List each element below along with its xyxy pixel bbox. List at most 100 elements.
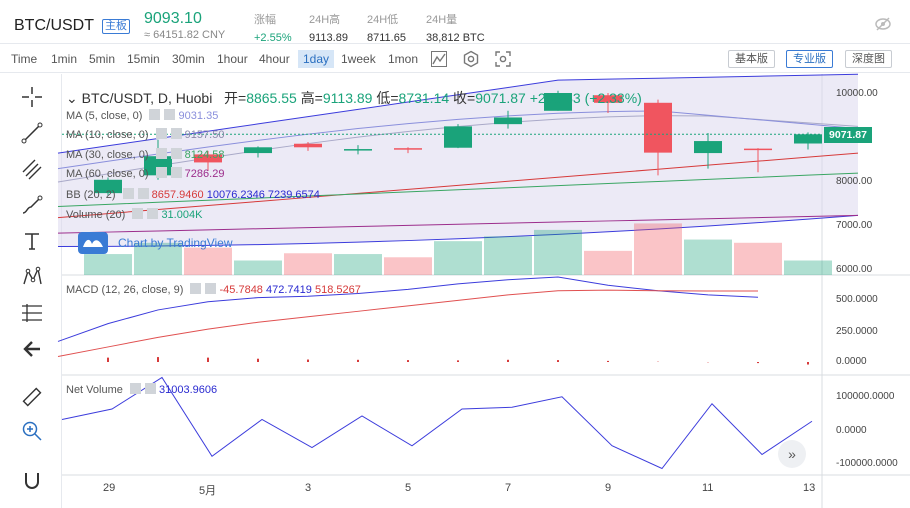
ma60-legend[interactable]: MA (60, close, 0) 7286.29 xyxy=(66,167,224,180)
text-icon[interactable] xyxy=(21,230,43,252)
open-value: 8865.55 xyxy=(246,90,297,106)
magnet-icon[interactable] xyxy=(21,470,43,492)
volume-bar xyxy=(434,241,482,275)
settings-icon[interactable] xyxy=(155,167,167,178)
ma10-legend[interactable]: MA (10, close, 0) 9157.50 xyxy=(66,128,224,141)
open-label: 开= xyxy=(224,90,247,106)
volume-legend[interactable]: Volume (20) 31.004K xyxy=(66,208,202,221)
ma30-legend[interactable]: MA (30, close, 0) 8124.58 xyxy=(66,148,224,161)
interval-1hour[interactable]: 1hour xyxy=(217,52,248,66)
view-pro-button[interactable]: 专业版 xyxy=(786,50,833,68)
interval-1mon[interactable]: 1mon xyxy=(388,52,419,66)
fib-channel-icon[interactable] xyxy=(21,158,43,180)
settings-icon[interactable] xyxy=(132,208,144,219)
ruler-icon[interactable] xyxy=(21,386,43,408)
view-basic-button[interactable]: 基本版 xyxy=(728,50,775,68)
close-icon[interactable] xyxy=(170,167,182,178)
crosshair-icon[interactable] xyxy=(21,86,43,108)
trend-line-icon[interactable] xyxy=(21,122,43,144)
volume-bar xyxy=(284,253,332,275)
indicator-name: MA (30, close, 0) xyxy=(66,149,149,161)
close-icon[interactable] xyxy=(144,383,156,394)
scroll-right-button[interactable]: » xyxy=(778,440,806,468)
time-axis-label: 5 xyxy=(405,482,412,494)
bollinger-upper-line xyxy=(57,73,859,154)
ma5-legend[interactable]: MA (5, close, 0) 9031.35 xyxy=(66,109,218,122)
low-label: 低= xyxy=(376,90,399,106)
stat-value: +2.55% xyxy=(254,32,292,44)
zoom-in-icon[interactable] xyxy=(21,420,43,442)
arrow-left-icon[interactable] xyxy=(21,338,43,360)
symbol-label: BTC/USDT, D, Huobi xyxy=(81,90,213,106)
pattern-icon[interactable] xyxy=(21,266,43,288)
close-icon[interactable] xyxy=(147,208,159,219)
close-icon[interactable] xyxy=(164,109,176,120)
settings-icon[interactable] xyxy=(129,383,141,394)
volume-bar xyxy=(684,239,732,275)
interval-5min[interactable]: 5min xyxy=(89,52,116,66)
settings-icon[interactable] xyxy=(462,50,480,68)
interval-1min[interactable]: 1min xyxy=(51,52,78,66)
measure-levels-icon[interactable] xyxy=(21,302,43,324)
netvol-legend[interactable]: Net Volume 31003.9606 xyxy=(66,383,217,396)
ma60-line xyxy=(57,214,859,234)
bb-legend[interactable]: BB (20, 2) 8657.9460 10076.2346 7239.657… xyxy=(66,188,320,201)
settings-icon[interactable] xyxy=(149,109,161,120)
collapse-icon[interactable]: ⌄ xyxy=(66,90,78,106)
pair-name[interactable]: BTC/USDT xyxy=(14,17,94,34)
candle-body xyxy=(244,147,272,154)
signal-value: 518.5267 xyxy=(314,284,361,296)
settings-icon[interactable] xyxy=(122,188,134,199)
stat-value: 9113.89 xyxy=(309,32,348,44)
time-axis-label: 9 xyxy=(605,482,612,494)
bb-basis-line xyxy=(57,152,859,219)
ticker-header: BTC/USDT 主板 9093.10 ≈ 64151.82 CNY 涨幅 +2… xyxy=(0,0,910,44)
volume-bar xyxy=(584,250,632,275)
settings-icon[interactable] xyxy=(155,128,167,139)
macd-hist-value: -45.7848 xyxy=(219,284,263,296)
chart-type-icon[interactable] xyxy=(430,50,448,68)
indicator-name: MA (5, close, 0) xyxy=(66,110,143,122)
volume-bar xyxy=(784,260,832,275)
indicator-value: 8124.58 xyxy=(184,149,225,161)
screenshot-icon[interactable] xyxy=(494,50,512,68)
stat-label: 24H低 xyxy=(367,14,399,26)
close-icon[interactable] xyxy=(170,148,182,159)
close-icon[interactable] xyxy=(170,128,182,139)
close-icon[interactable] xyxy=(205,283,217,294)
netvol-axis-label: 0.0000 xyxy=(836,425,867,436)
settings-icon[interactable] xyxy=(190,283,202,294)
volume-bar xyxy=(534,229,582,275)
time-axis-label: 3 xyxy=(305,482,312,494)
interval-30min[interactable]: 30min xyxy=(172,52,205,66)
view-depth-button[interactable]: 深度图 xyxy=(845,50,892,68)
stat-label: 24H量 xyxy=(426,14,458,26)
interval-1week[interactable]: 1week xyxy=(341,52,376,66)
indicator-name: MA (10, close, 0) xyxy=(66,129,149,141)
volume-bar xyxy=(334,254,382,275)
interval-1day[interactable]: 1day xyxy=(298,50,335,68)
tradingview-watermark[interactable]: Chart by TradingView xyxy=(78,232,258,254)
settings-icon[interactable] xyxy=(155,148,167,159)
interval-4hour[interactable]: 4hour xyxy=(259,52,290,66)
macd-value: 472.7419 xyxy=(266,284,312,296)
signal-line xyxy=(57,289,758,358)
candle-body xyxy=(544,93,572,111)
netvol-axis-label: 100000.0000 xyxy=(836,391,895,402)
candle-body xyxy=(294,143,322,148)
eye-off-icon[interactable] xyxy=(874,15,892,33)
volume-bar xyxy=(134,242,182,275)
close-label: 收= xyxy=(453,90,476,106)
interval-15min[interactable]: 15min xyxy=(127,52,160,66)
macd-legend[interactable]: MACD (12, 26, close, 9) -45.7848 472.741… xyxy=(66,283,361,296)
stat-volume: 24H量 38,812 BTC xyxy=(426,11,485,44)
close-icon[interactable] xyxy=(137,188,149,199)
candle-body xyxy=(194,154,222,163)
price-axis-label: 7000.00 xyxy=(836,220,873,231)
brush-icon[interactable] xyxy=(21,194,43,216)
indicator-name: Volume (20) xyxy=(66,209,126,221)
indicator-value: 9031.35 xyxy=(178,110,219,122)
indicator-value: 31.004K xyxy=(161,209,203,221)
interval-time[interactable]: Time xyxy=(11,52,38,66)
